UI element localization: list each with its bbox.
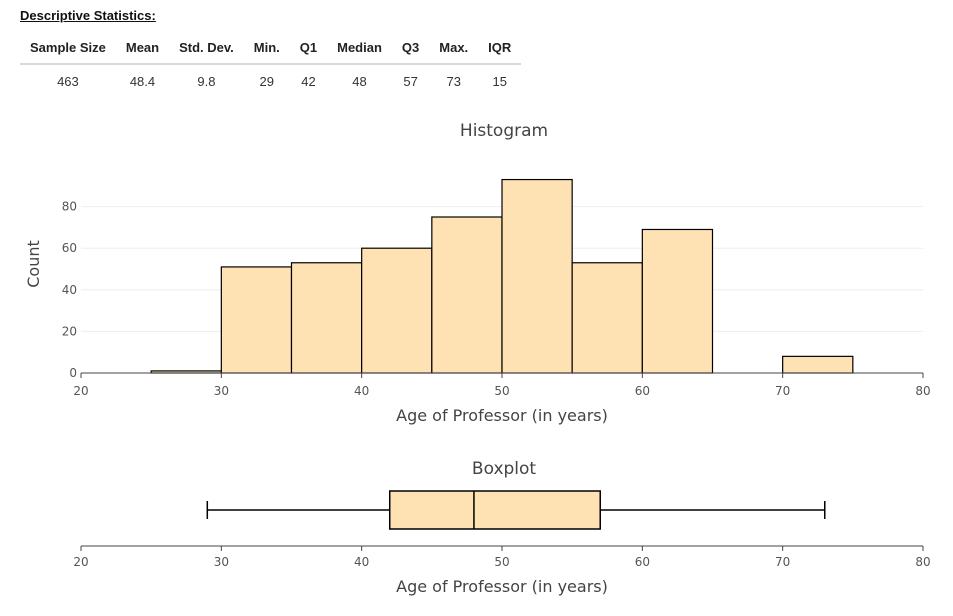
stats-header-row: Sample Size Mean Std. Dev. Min. Q1 Media… <box>20 36 522 65</box>
stats-value-iqr: 15 <box>492 74 507 89</box>
y-tick-label-40: 40 <box>62 283 77 297</box>
stats-header-sample-size: Sample Size <box>20 36 116 65</box>
boxplot-chart: Boxplot 20 30 40 50 60 70 80 Age of Professor (i… <box>73 459 930 596</box>
boxplot-x-tick-label-70: 70 <box>775 555 790 569</box>
histogram-bar-30-35 <box>220 266 293 374</box>
x-tick-label-40: 40 <box>354 384 369 398</box>
y-tick-label-20: 20 <box>62 324 77 338</box>
boxplot-x-tick-label-50: 50 <box>494 555 509 569</box>
boxplot-x-tick-label-80: 80 <box>915 555 930 569</box>
boxplot-title: Boxplot <box>472 459 537 479</box>
stats-header-median: Median <box>327 36 392 65</box>
y-tick-label-60: 60 <box>62 241 77 255</box>
histogram-y-label: Count <box>24 240 43 288</box>
boxplot-x-tick-label-20: 20 <box>73 555 88 569</box>
histogram-bar-60-65 <box>641 228 714 374</box>
stats-value-median: 48 <box>352 74 367 89</box>
boxplot-box <box>388 490 601 530</box>
histogram-bar-45-50 <box>431 216 503 374</box>
y-tick-label-80: 80 <box>62 200 77 214</box>
stats-header-mean: Mean <box>115 36 170 65</box>
stats-title: Descriptive Statistics: <box>20 8 156 23</box>
histogram-bar-50-55 <box>501 178 573 374</box>
x-tick-label-50: 50 <box>494 384 509 398</box>
stats-value-q3: 57 <box>403 74 418 89</box>
stats-header-iqr: IQR <box>478 36 522 65</box>
x-tick-label-30: 30 <box>214 384 229 398</box>
stats-header-std-dev: Std. Dev. <box>169 36 244 65</box>
histogram-x-label: Age of Professor (in years) <box>396 406 608 425</box>
histogram-chart: Histogram 20 30 40 50 60 70 80 0 20 40 60 80 Age of P… <box>24 121 931 425</box>
stats-value-sample-size: 463 <box>57 74 79 89</box>
stats-table: Sample Size Mean Std. Dev. Min. Q1 Media… <box>20 36 522 93</box>
histogram-title: Histogram <box>460 121 548 141</box>
boxplot-x-label: Age of Professor (in years) <box>396 577 608 596</box>
stats-value-row: 463 48.4 9.8 29 42 48 57 73 15 <box>20 64 521 93</box>
x-tick-label-70: 70 <box>775 384 790 398</box>
stats-header-max: Max. <box>429 36 479 65</box>
histogram-bar-55-60 <box>571 262 643 374</box>
stats-header-min: Min. <box>243 36 290 65</box>
stats-value-mean: 48.4 <box>129 74 156 89</box>
y-tick-label-0: 0 <box>69 366 77 380</box>
stats-value-min: 29 <box>259 74 275 89</box>
stats-header-q3: Q3 <box>391 36 430 65</box>
stats-value-std-dev: 9.8 <box>197 74 216 89</box>
boxplot-x-tick-label-30: 30 <box>214 555 229 569</box>
x-tick-label-20: 20 <box>73 384 88 398</box>
stats-value-q1: 42 <box>301 74 316 89</box>
histogram-bar-35-40 <box>290 262 363 374</box>
x-tick-label-60: 60 <box>635 384 650 398</box>
stats-value-max: 73 <box>446 74 461 89</box>
histogram-bar-40-45 <box>361 247 433 374</box>
stats-header-q1: Q1 <box>289 36 328 65</box>
histogram-bar-70-75 <box>782 355 854 374</box>
boxplot-x-tick-label-40: 40 <box>354 555 369 569</box>
x-tick-label-80: 80 <box>915 384 930 398</box>
boxplot-x-tick-label-60: 60 <box>635 555 650 569</box>
